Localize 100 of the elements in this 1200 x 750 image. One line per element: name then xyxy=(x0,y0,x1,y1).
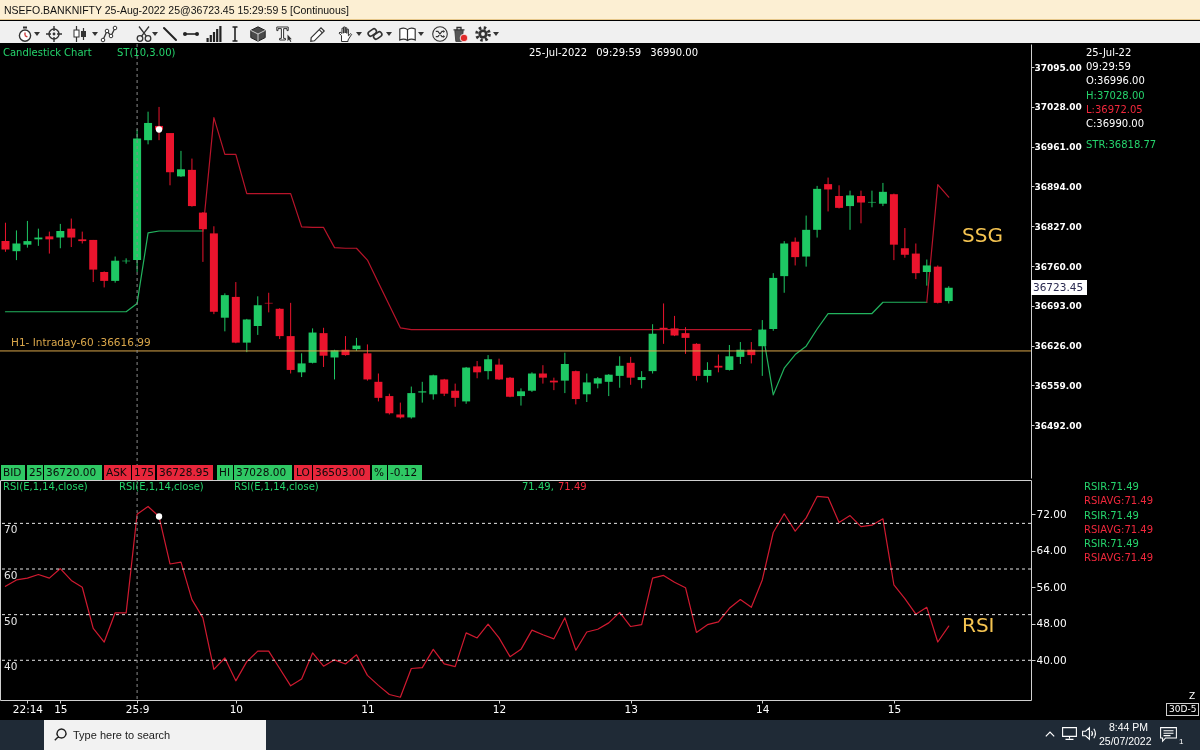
annotation: 25 xyxy=(27,465,43,480)
candlestick xyxy=(725,344,734,372)
ref-line-label: H1- Intraday-60 :36616.99 xyxy=(11,335,151,348)
candlestick xyxy=(176,150,185,178)
y-tick-label: 36559.00 xyxy=(1034,380,1082,391)
candlestick xyxy=(911,242,920,280)
annotation: 175 xyxy=(132,465,155,480)
candlestick xyxy=(824,177,833,212)
candlestick xyxy=(12,229,21,261)
y-tick-label: 36894.00 xyxy=(1034,181,1082,192)
annotation: 71.49, xyxy=(522,481,554,492)
x-tick-label: 13 xyxy=(624,702,638,715)
line-series xyxy=(4,495,950,698)
candlestick xyxy=(922,259,931,287)
candlestick xyxy=(111,256,120,284)
chart-title: NSEFO.BANKNIFTY 25-Aug-2022 25@36723.45 15:29:59 5 [Continuous] xyxy=(4,3,349,16)
candlestick xyxy=(791,237,800,266)
candlestick xyxy=(527,371,536,393)
ref-line-label: 70 xyxy=(4,523,18,536)
text: H:37028.00 xyxy=(1086,89,1145,101)
candlestick xyxy=(23,220,32,249)
candlestick xyxy=(856,190,865,224)
candlestick xyxy=(297,352,306,378)
y-tick-label: 36492.00 xyxy=(1034,420,1082,431)
candlestick xyxy=(846,190,855,231)
annotation: RSI(E,1,14,close) xyxy=(3,481,88,492)
annotation: SSG xyxy=(962,222,1003,247)
candlestick xyxy=(878,182,887,207)
annotation: 36720.00 xyxy=(44,465,102,480)
y-tick-label: 36760.00 xyxy=(1034,261,1082,272)
candlestick xyxy=(703,361,712,383)
text: 36723.45 xyxy=(1031,280,1087,296)
candlestick xyxy=(319,327,328,368)
text: STR:36818.77 xyxy=(1086,139,1157,150)
annotation: RSI(E,1,14,close) xyxy=(234,481,319,492)
candlestick xyxy=(45,231,54,255)
text: Z xyxy=(1189,690,1196,701)
candlestick xyxy=(758,319,767,377)
annotation: LO xyxy=(294,465,312,480)
candlestick xyxy=(144,111,153,145)
annotation: ASK xyxy=(104,465,131,480)
text: 09:29:59 xyxy=(1086,61,1131,72)
text: RSIAVG:71.49 xyxy=(1084,524,1154,535)
candlestick xyxy=(374,373,383,402)
text: RSIR:71.49 xyxy=(1084,481,1139,492)
candlestick xyxy=(867,190,876,208)
candlestick xyxy=(253,295,262,336)
text: RSIAVG:71.49 xyxy=(1084,495,1154,506)
y-tick-label: 36626.00 xyxy=(1034,341,1082,352)
y-tick-label: 37028.00 xyxy=(1034,102,1082,113)
annotation: Candlestick Chart xyxy=(3,47,92,58)
candlestick xyxy=(900,227,909,259)
annotation: RSI xyxy=(962,612,995,637)
candlestick xyxy=(582,373,591,403)
x-tick-label: 12 xyxy=(492,702,507,715)
candlestick xyxy=(451,383,460,408)
text: L:36972.05 xyxy=(1086,103,1143,115)
candlestick xyxy=(626,356,635,386)
y-tick-label: 36693.00 xyxy=(1034,301,1082,312)
annotation: BID xyxy=(1,465,25,480)
candlestick xyxy=(56,223,65,249)
candlestick xyxy=(385,393,394,415)
text: 25-Jul-22 xyxy=(1086,47,1132,58)
annotation: 36728.95 xyxy=(157,465,213,480)
x-tick-label: 10 xyxy=(229,702,243,715)
ref-line-label: 50 xyxy=(4,614,18,627)
candlestick xyxy=(67,218,76,248)
x-tick-label: 22:14 xyxy=(12,702,44,715)
annotation: 25-Jul-2022 09:29:59 36990.00 xyxy=(529,47,698,58)
candlestick xyxy=(1,222,10,253)
y-tick-label: 56.00 xyxy=(1036,580,1067,593)
candlestick xyxy=(495,358,504,381)
y-tick-label: 72.00 xyxy=(1036,507,1067,520)
candlestick xyxy=(615,355,624,389)
annotation: -0.12 xyxy=(388,465,422,480)
text: 1 xyxy=(1179,737,1184,746)
x-tick-label: 15 xyxy=(54,702,68,715)
annotation: % xyxy=(372,465,387,480)
annotation: 36503.00 xyxy=(313,465,370,480)
text: RSIAVG:71.49 xyxy=(1084,552,1154,563)
x-tick-label: 14 xyxy=(756,702,770,715)
text: RSIR:71.49 xyxy=(1084,510,1139,521)
ref-line-label: 40 xyxy=(4,660,18,673)
text: 8:44 PM xyxy=(1109,720,1149,733)
annotation: 71.49 xyxy=(558,481,587,492)
candlestick xyxy=(484,354,493,380)
candlestick xyxy=(473,360,482,379)
y-tick-label: 48.00 xyxy=(1036,617,1067,630)
candlestick xyxy=(198,211,207,263)
text: 30D-5 xyxy=(1166,702,1200,716)
candlestick xyxy=(681,326,690,355)
annotation: 37028.00 xyxy=(234,465,292,480)
text: C:36990.00 xyxy=(1086,118,1145,129)
ref-line-label: 60 xyxy=(4,569,18,581)
annotation: RSI(E,1,14,close) xyxy=(119,481,204,492)
text: 25/07/2022 xyxy=(1099,734,1152,747)
candlestick xyxy=(220,292,229,332)
text: Type here to search xyxy=(73,728,171,741)
candlestick xyxy=(418,381,427,404)
y-tick-label: 64.00 xyxy=(1036,544,1067,557)
